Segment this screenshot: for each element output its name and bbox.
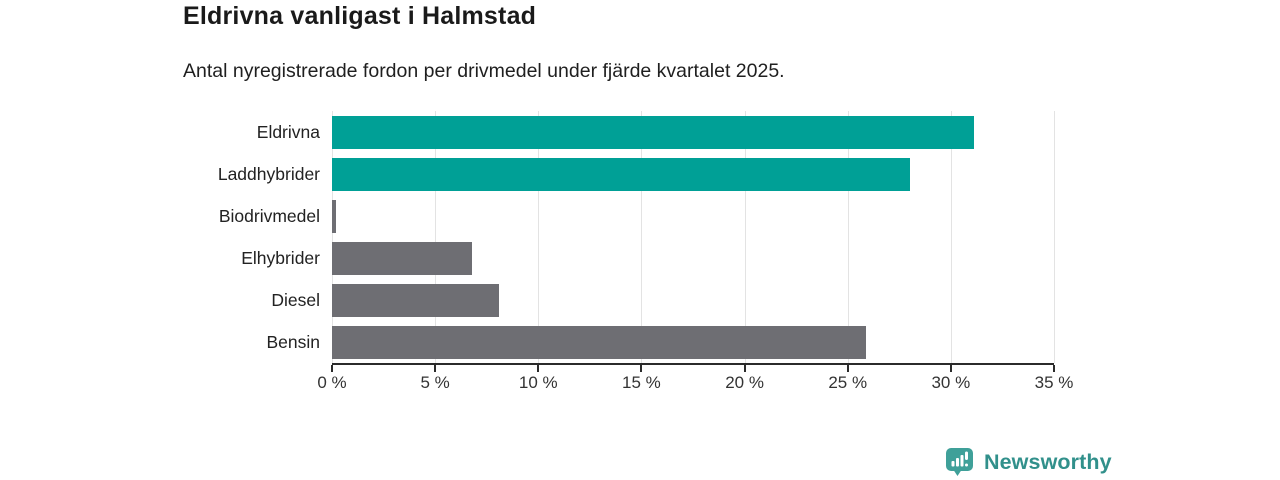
gridline [332, 111, 333, 363]
category-label: Biodrivmedel [218, 205, 320, 226]
category-label: Eldrivna [256, 121, 320, 142]
bar-diesel [332, 284, 500, 317]
brand-name: Newsworthy [984, 449, 1112, 474]
x-tick-label: 5 % [420, 373, 450, 392]
gridline [950, 111, 952, 363]
gridline [435, 111, 437, 363]
gridline [744, 111, 746, 363]
chart-subtitle: Antal nyregistrerade fordon per drivmede… [183, 60, 785, 82]
bar-chart-speech-bubble-icon [944, 447, 975, 477]
axis-tick [640, 365, 643, 372]
x-tick-label: 30 % [931, 373, 971, 392]
gridline [538, 111, 540, 363]
bar-laddhybrider [332, 158, 910, 191]
x-axis-labels: 0 % 5 % 10 % 15 % 20 % 25 % 30 % 35 % [317, 373, 1073, 395]
category-label: Laddhybrider [217, 163, 320, 184]
x-tick-label: 25 % [828, 373, 868, 392]
bar-bensin [332, 326, 867, 359]
category-label: Diesel [271, 289, 320, 310]
gridline [641, 111, 643, 363]
gridline [847, 111, 849, 363]
axis-tick [1053, 365, 1055, 372]
x-tick-label: 35 % [1034, 373, 1074, 392]
x-tick-label: 20 % [725, 373, 764, 392]
x-tick-label: 10 % [518, 373, 558, 392]
axis-tick [434, 365, 437, 372]
plot-area [331, 111, 1055, 372]
x-tick-label: 0 % [317, 373, 347, 392]
axis-tick [949, 365, 952, 372]
bar-elhybrider [332, 242, 473, 275]
newsworthy-brand-link[interactable]: Newsworthy [944, 447, 1112, 477]
bar-biodrivmedel [332, 200, 337, 233]
category-label: Bensin [266, 331, 320, 352]
category-axis: Eldrivna Laddhybrider Biodrivmedel Elhybrid… [0, 111, 320, 363]
x-tick-label: 15 % [622, 373, 661, 392]
axis-tick [743, 365, 746, 372]
axis-tick [846, 365, 849, 372]
gridline [1054, 111, 1055, 363]
bar-eldrivna [332, 116, 974, 149]
axis-tick [331, 365, 333, 372]
axis-tick [537, 365, 540, 372]
category-label: Elhybrider [241, 247, 320, 268]
chart-title: Eldrivna vanligast i Halmstad [183, 2, 537, 30]
